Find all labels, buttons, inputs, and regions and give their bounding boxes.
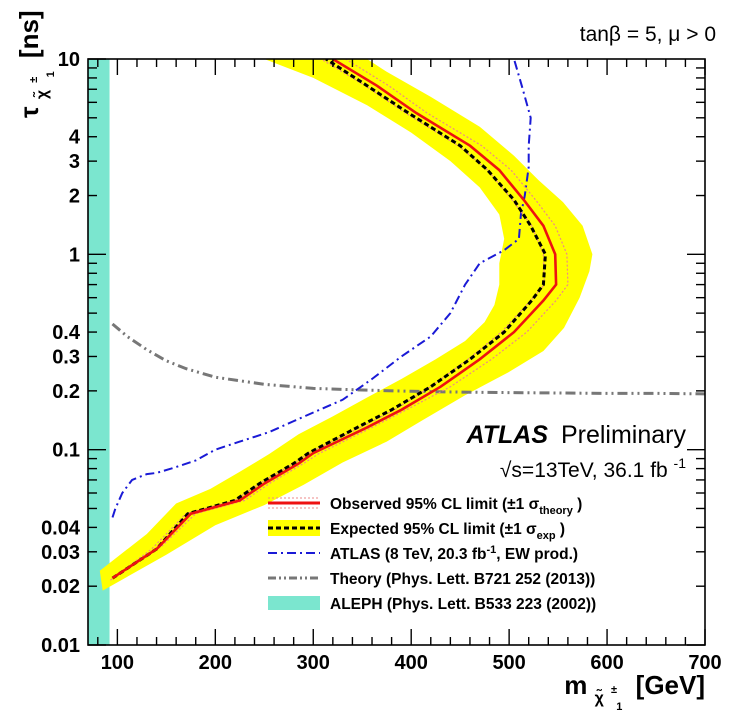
y-tick-label: 1 (69, 244, 80, 266)
y-tick-label: 0.03 (41, 542, 80, 564)
legend-label-text: Observed 95% CL limit (±1 σ (330, 496, 540, 513)
legend: Observed 95% CL limit (±1 σtheory )Expec… (268, 496, 596, 613)
x-axis-title: m χ̃ ± 1 [GeV] (564, 669, 705, 716)
x-axis: 100 200 300 400 500 600 700 (97, 59, 722, 674)
plot-frame (87, 58, 706, 646)
y-tick-label: 0.2 (52, 381, 80, 403)
legend-label-text: ALEPH (Phys. Lett. B533 223 (2002)) (330, 596, 596, 613)
expected-band (99, 59, 593, 591)
legend-label: ALEPH (Phys. Lett. B533 223 (2002)) (330, 596, 596, 613)
lines-layer (110, 59, 705, 581)
legend-label: Expected 95% CL limit (±1 σexp ) (330, 521, 565, 542)
legend-label-text: Expected 95% CL limit (±1 σ (330, 521, 537, 538)
y-tick-label: 0.04 (41, 517, 81, 539)
y-tick-label: 4 (69, 127, 81, 149)
legend-label: Theory (Phys. Lett. B721 252 (2013)) (330, 571, 595, 588)
x-axis-title-prefix: m (564, 670, 587, 700)
x-tick-label: 400 (395, 652, 428, 674)
y-tick-label: 3 (69, 151, 80, 173)
y-axis-title-particle: χ̃ (31, 89, 51, 99)
y-tick-label: 2 (69, 186, 80, 208)
y-axis-title-unit: [ns] (14, 10, 44, 58)
legend-label-close: ) (573, 496, 582, 513)
legend-label-close: , EW prod.) (496, 546, 578, 563)
x-axis-title-charge: ± (611, 684, 617, 696)
x-axis-title-index: 1 (616, 701, 622, 713)
legend-label: ATLAS (8 TeV, 20.3 fb-1, EW prod.) (330, 544, 578, 563)
observed-line (111, 59, 558, 580)
y-axis-title-prefix: τ (14, 106, 44, 118)
atlas8-line (111, 59, 532, 518)
y-tick-label: 0.01 (41, 635, 80, 657)
y-axis-title-charge: ± (28, 77, 40, 83)
legend-label-text: ATLAS (8 TeV, 20.3 fb (330, 546, 486, 563)
y-tick-label: 0.4 (52, 322, 81, 344)
legend-label: Observed 95% CL limit (±1 σtheory ) (330, 496, 582, 517)
x-tick-label: 600 (590, 652, 623, 674)
x-tick-label: 300 (297, 652, 330, 674)
expected-line (111, 59, 547, 580)
legend-item-atlas8: ATLAS (8 TeV, 20.3 fb-1, EW prod.) (268, 544, 578, 563)
energy-lumi-label: √s=13TeV, 36.1 fb -1 (500, 455, 686, 482)
x-tick-label: 700 (688, 652, 721, 674)
legend-label-close: ) (556, 521, 565, 538)
theory-line (111, 322, 705, 396)
legend-item-aleph: ALEPH (Phys. Lett. B533 223 (2002)) (268, 596, 596, 613)
bands-layer (88, 59, 593, 645)
corner-label: tanβ = 5, μ > 0 (580, 23, 716, 46)
aleph-region (88, 59, 110, 645)
y-tick-label: 10 (58, 49, 80, 71)
legend-label-superscript: -1 (486, 544, 496, 556)
legend-item-observed: Observed 95% CL limit (±1 σtheory ) (268, 496, 582, 517)
x-axis-title-particle: χ̃ (595, 687, 605, 707)
x-tick-label: 100 (101, 652, 134, 674)
atlas-label: ATLAS Preliminary (466, 421, 687, 449)
legend-label-subscript: exp (537, 530, 556, 542)
legend-item-theory: Theory (Phys. Lett. B721 252 (2013)) (268, 571, 595, 588)
y-tick-label: 0.3 (52, 346, 80, 368)
energy-lumi-exponent: -1 (674, 455, 687, 471)
experiment-name: ATLAS (466, 421, 549, 449)
y-axis-title-index: 1 (45, 71, 57, 77)
x-tick-label: 200 (199, 652, 232, 674)
observed-theory-band-line (114, 59, 569, 577)
x-axis-title-unit: [GeV] (636, 670, 705, 700)
legend-marker-aleph (268, 596, 320, 610)
legend-label-subscript: theory (539, 505, 574, 517)
y-axis-title-group: τ χ̃ ± 1 [ns] (13, 10, 60, 118)
y-tick-label: 0.02 (41, 576, 80, 598)
legend-label-text: Theory (Phys. Lett. B721 252 (2013)) (330, 571, 595, 588)
y-axis-title: τ χ̃ ± 1 [ns] (13, 10, 60, 118)
energy-lumi-text: √s=13TeV, 36.1 fb (500, 459, 668, 482)
legend-item-expected: Expected 95% CL limit (±1 σexp ) (268, 520, 565, 542)
x-tick-label: 500 (492, 652, 525, 674)
y-tick-label: 0.1 (52, 440, 80, 462)
y-axis: 0.01 0.02 0.03 0.04 0.1 0.2 0.30.4 1 2 34 10 (41, 49, 705, 657)
status-label: Preliminary (561, 421, 687, 449)
